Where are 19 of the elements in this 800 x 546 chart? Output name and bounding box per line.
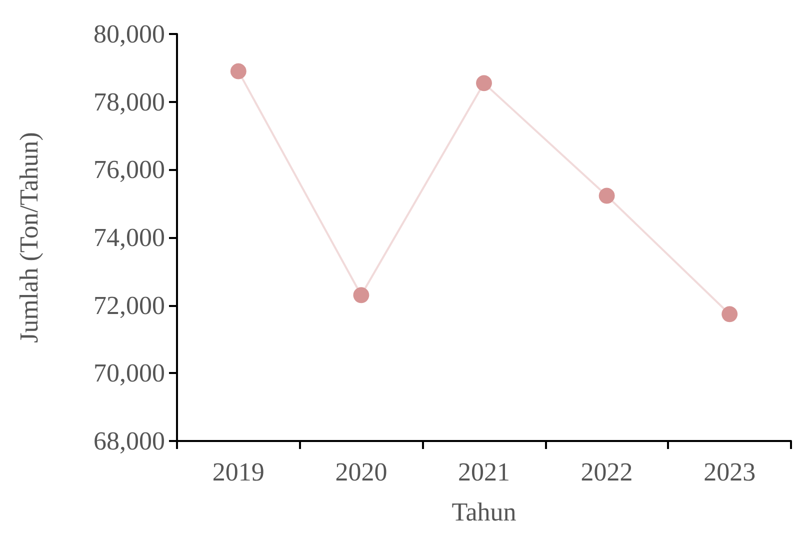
point: [230, 63, 246, 80]
y-tick-label: 68,000: [94, 426, 165, 456]
x-tick-label: 2022: [580, 458, 633, 486]
y-tick-label: 78,000: [94, 87, 165, 116]
y-tick-label: 72,000: [94, 290, 165, 320]
y-tick-label: 76,000: [94, 155, 165, 184]
y-axis-title: Jumlah (Ton/Tahun): [14, 132, 44, 343]
point: [353, 287, 370, 304]
y-tick-label: 80,000: [94, 20, 165, 48]
y-tick-label: 74,000: [94, 223, 165, 252]
x-tick-label: 2020: [335, 458, 388, 486]
x-tick-label: 2021: [458, 458, 510, 486]
x-axis-title: Tahun: [452, 498, 516, 526]
y-tick-label: 70,000: [94, 358, 165, 388]
point: [476, 75, 492, 92]
x-tick-label: 2019: [212, 458, 264, 486]
point: [722, 306, 738, 322]
point: [598, 188, 615, 204]
x-tick-label: 2023: [704, 458, 756, 486]
